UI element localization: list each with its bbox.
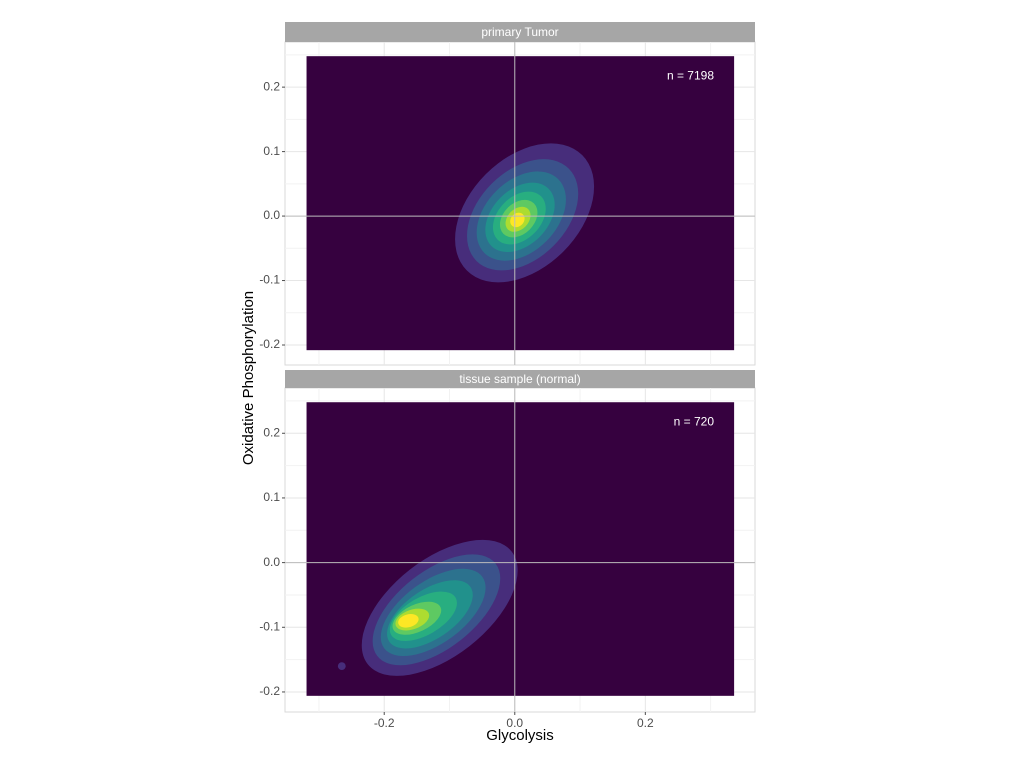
y-tick-label: -0.1 [259,273,280,287]
contours [455,143,595,283]
density-contour [398,614,419,628]
x-tick-label: 0.2 [637,716,654,730]
annotation: n = 720 [674,414,715,428]
y-axis-title: Oxidative Phosphorylation [240,291,257,465]
y-tick-label: -0.2 [259,337,280,351]
density-contour [337,662,346,670]
strip [285,370,755,388]
annotation: n = 7198 [667,68,714,82]
x-tick-label: 0.0 [506,716,523,730]
y-tick-label: 0.1 [263,490,280,504]
strip-title: primary Tumor [481,25,558,39]
y-tick-label: 0.2 [263,425,280,439]
y-tick-label: 0.0 [263,208,280,222]
contours [337,539,518,676]
y-tick-label: 0.2 [263,79,280,93]
y-tick-label: 0.0 [263,555,280,569]
y-tick-label: -0.1 [259,619,280,633]
y-tick-label: -0.2 [259,684,280,698]
strip-title: tissue sample (normal) [459,372,580,386]
facet-panel: primary Tumor n = 7198 -0.2 -0.1 0.0 0.1 0.2 [259,22,756,366]
x-tick-label: -0.2 [374,716,395,730]
x-axis-title: Glycolysis [486,727,554,744]
facet-panel: tissue sample (normal) n = 720 -0.2 -0.1 0.0… [259,370,756,730]
y-tick-label: 0.1 [263,144,280,158]
strip [285,22,755,42]
